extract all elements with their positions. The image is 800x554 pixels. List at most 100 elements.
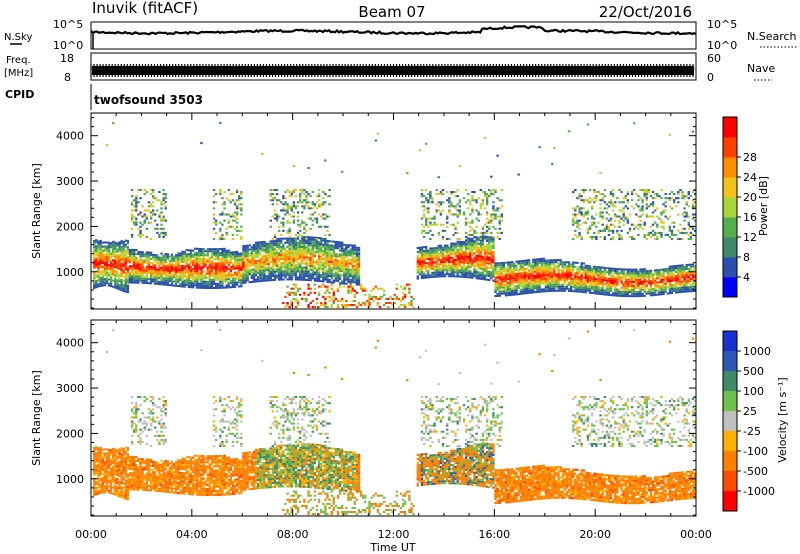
- echo-cell: [485, 217, 489, 220]
- echo-cell: [107, 264, 111, 267]
- echo-cell: [340, 170, 344, 173]
- echo-cell: [166, 265, 170, 268]
- echo-cell: [202, 280, 205, 283]
- echo-cell: [509, 285, 512, 288]
- echo-cell: [99, 260, 102, 263]
- echo-cell: [246, 246, 249, 249]
- echo-cell: [282, 217, 285, 220]
- echo-cell: [322, 203, 325, 206]
- echo-cell: [454, 231, 457, 234]
- echo-cell: [498, 282, 501, 285]
- echo-cell: [162, 233, 165, 236]
- echo-cell: [446, 265, 449, 268]
- echo-cell: [521, 290, 525, 293]
- echo-cell: [336, 253, 340, 256]
- echo-cell: [93, 256, 96, 259]
- echo-cell: [263, 267, 266, 270]
- echo-cell: [538, 262, 541, 265]
- echo-cell: [225, 231, 228, 234]
- echo-cell: [315, 259, 319, 262]
- echo-cell: [273, 274, 277, 277]
- echo-cell: [490, 260, 493, 263]
- echo-cell: [584, 279, 588, 282]
- echo-cell: [175, 256, 178, 259]
- echo-cell: [158, 274, 161, 277]
- echo-cell: [200, 284, 203, 287]
- echo-cell: [464, 245, 468, 248]
- echo-cell: [139, 225, 142, 228]
- echo-cell: [603, 235, 606, 238]
- echo-cell: [506, 286, 510, 289]
- nave-tick-bottom: 0: [707, 71, 714, 84]
- echo-cell: [139, 259, 142, 262]
- echo-cell: [145, 251, 149, 254]
- echo-cell: [517, 260, 520, 263]
- echo-cell: [248, 258, 251, 261]
- echo-cell: [294, 268, 298, 271]
- echo-cell: [326, 254, 329, 257]
- echo-cell: [99, 252, 102, 255]
- echo-cell: [485, 274, 489, 277]
- echo-cell: [307, 293, 310, 296]
- echo-cell: [280, 209, 283, 212]
- echo-cell: [231, 281, 235, 284]
- echo-cell: [229, 271, 233, 274]
- echo-cell: [488, 238, 491, 241]
- echo-cell: [534, 282, 537, 286]
- echo-cell: [170, 253, 174, 256]
- echo-cell: [126, 274, 130, 277]
- echo-cell: [607, 201, 611, 204]
- echo-cell: [206, 270, 209, 273]
- echo-cell: [343, 266, 346, 269]
- echo-cell: [196, 274, 199, 277]
- cpid-label: CPID: [5, 88, 34, 101]
- echo-cell: [450, 193, 453, 196]
- echo-cell: [324, 291, 327, 294]
- echo-cell: [99, 266, 102, 269]
- echo-cell: [288, 291, 291, 294]
- echo-cell: [126, 276, 130, 279]
- echo-cell: [515, 274, 518, 277]
- echo-cell: [467, 253, 470, 256]
- echo-cell: [338, 253, 342, 256]
- echo-cell: [294, 249, 298, 252]
- echo-cell: [599, 171, 602, 174]
- echo-cell: [452, 223, 455, 226]
- echo-cell: [593, 189, 596, 192]
- echo-cell: [246, 261, 249, 264]
- echo-cell: [301, 272, 304, 275]
- echo-cell: [158, 266, 161, 269]
- echo-cell: [572, 290, 575, 293]
- echo-cell: [416, 263, 420, 266]
- echo-cell: [143, 281, 146, 284]
- echo-cell: [437, 265, 441, 268]
- echo-cell: [322, 295, 325, 298]
- echo-cell: [443, 246, 447, 249]
- echo-cell: [265, 242, 268, 245]
- echo-cell: [221, 223, 224, 226]
- echo-cell: [97, 269, 100, 272]
- echo-cell: [166, 255, 170, 258]
- echo-cell: [494, 284, 497, 287]
- echo-cell: [168, 259, 172, 262]
- echo-cell: [185, 269, 188, 272]
- echo-cell: [513, 273, 516, 276]
- echo-cell: [307, 240, 310, 243]
- echo-cell: [219, 286, 222, 289]
- echo-cell: [303, 235, 306, 238]
- echo-cell: [611, 205, 615, 208]
- echo-cell: [235, 265, 239, 268]
- echo-cell: [355, 263, 359, 266]
- echo-cell: [515, 287, 518, 290]
- echo-cell: [336, 299, 340, 302]
- echo-cell: [439, 191, 443, 194]
- echo-cell: [269, 199, 272, 202]
- echo-cell: [340, 247, 344, 250]
- echo-cell: [441, 261, 445, 264]
- echo-cell: [519, 284, 522, 287]
- echo-cell: [196, 258, 199, 261]
- echo-cell: [259, 276, 262, 279]
- echo-cell: [498, 290, 501, 293]
- echo-cell: [114, 284, 117, 287]
